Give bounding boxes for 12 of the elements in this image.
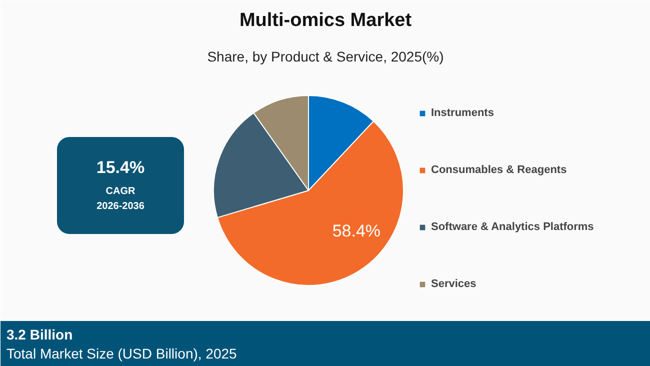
legend-label: Consumables & Reagents bbox=[431, 163, 567, 178]
text: 3.2 Billion bbox=[6, 326, 73, 342]
legend-label: Instruments bbox=[431, 106, 494, 121]
chart-subtitle: Share, by Product & Service, 2025(%) bbox=[207, 48, 444, 64]
legend-label: Services bbox=[431, 277, 476, 292]
data-label: 58.4% bbox=[332, 222, 381, 241]
chart-title: Multi-omics Market bbox=[239, 10, 412, 31]
text: Total Market Size (USD Billion), 2025 bbox=[6, 346, 238, 362]
text: 15.4% bbox=[96, 158, 145, 177]
legend-label: Software & Analytics Platforms bbox=[431, 220, 594, 235]
text: CAGR bbox=[106, 186, 136, 197]
text: 2026-2036 bbox=[96, 201, 145, 212]
